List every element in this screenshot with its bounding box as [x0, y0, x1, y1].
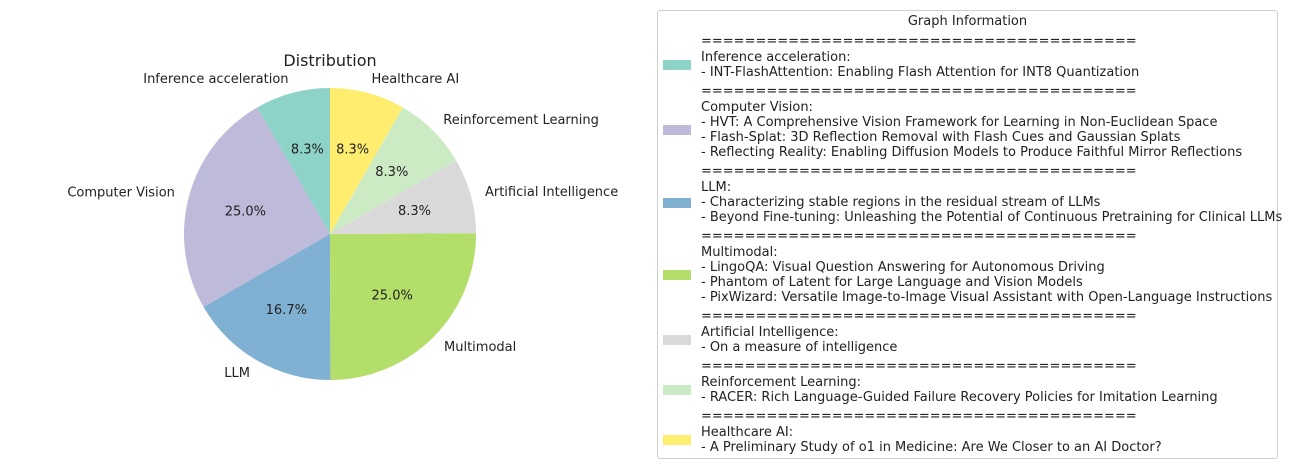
legend-swatch: [663, 270, 691, 280]
slice-category-label: Multimodal: [444, 340, 516, 355]
legend-separator: ========================================: [701, 409, 1137, 424]
legend-paper-title: - RACER: Rich Language-Guided Failure Re…: [701, 390, 1218, 405]
legend-category-name: Computer Vision:: [701, 100, 813, 115]
legend-swatch: [663, 335, 691, 345]
pie-labels: 8.3% Inference acceleration 25.0% Computer …: [67, 72, 618, 381]
slice-category-label: Inference acceleration: [143, 72, 288, 87]
legend-paper-title: - INT-FlashAttention: Enabling Flash Att…: [701, 65, 1140, 80]
pie-slice: [203, 234, 331, 380]
legend-paper-title: - HVT: A Comprehensive Vision Framework …: [701, 115, 1218, 130]
legend-swatch: [663, 197, 691, 208]
legend-paper-title: - A Preliminary Study of o1 in Medicine:…: [701, 440, 1162, 455]
legend-swatch: [663, 60, 691, 70]
slice-percent-label: 8.3%: [375, 165, 408, 180]
legend-paper-title: - Characterizing stable regions in the r…: [701, 195, 1101, 210]
pie-slice: [330, 160, 476, 234]
slice-category-label: Healthcare AI: [371, 72, 459, 87]
legend-separator: ========================================: [701, 309, 1137, 324]
pie-slice: [330, 88, 403, 234]
slice-percent-label: 8.3%: [336, 142, 369, 157]
slice-category-label: Reinforcement Learning: [443, 113, 599, 128]
chart-title: Distribution: [283, 51, 376, 70]
legend-paper-title: - On a measure of intelligence: [701, 340, 898, 355]
pie-slice: [330, 233, 476, 380]
slice-percent-label: 25.0%: [372, 289, 413, 304]
legend-title: Graph Information: [907, 14, 1028, 29]
legend-category-name: Reinforcement Learning:: [701, 375, 861, 390]
legend-category-name: Inference acceleration:: [701, 50, 851, 65]
legend-paper-title: - Reflecting Reality: Enabling Diffusion…: [701, 145, 1243, 160]
legend-separator: ========================================: [701, 359, 1137, 374]
legend-swatch: [663, 125, 691, 135]
legend: Graph Information ======================…: [657, 10, 1282, 459]
legend-paper-title: - PixWizard: Versatile Image-to-Image Vi…: [701, 290, 1273, 305]
slice-percent-label: 25.0%: [225, 204, 266, 219]
slice-category-label: Computer Vision: [67, 185, 175, 200]
slice-category-label: Artificial Intelligence: [485, 185, 618, 200]
pie-chart: Distribution 8.3% Inference acceleration 2…: [67, 51, 618, 381]
slice-percent-label: 8.3%: [291, 142, 324, 157]
slice-percent-label: 16.7%: [266, 303, 307, 318]
legend-paper-title: - Beyond Fine-tuning: Unleashing the Pot…: [701, 210, 1283, 225]
pie-slice: [184, 107, 330, 307]
legend-separator: ========================================: [701, 84, 1137, 99]
pie-slice: [257, 88, 330, 234]
legend-category-name: Multimodal:: [701, 245, 778, 260]
pie-slices: [184, 88, 476, 380]
legend-category-name: Artificial Intelligence:: [701, 325, 839, 340]
legend-paper-title: - Phantom of Latent for Large Language a…: [701, 275, 1083, 290]
legend-paper-title: - LingoQA: Visual Question Answering for…: [701, 260, 1105, 275]
slice-category-label: LLM: [224, 366, 250, 381]
legend-separator: ========================================: [701, 34, 1137, 49]
slice-percent-label: 8.3%: [398, 204, 431, 219]
legend-swatch: [663, 435, 691, 445]
legend-category-name: Healthcare AI:: [701, 425, 794, 440]
pie-slice: [330, 107, 457, 234]
legend-paper-title: - Flash-Splat: 3D Reflection Removal wit…: [701, 130, 1181, 145]
legend-category-name: LLM:: [701, 180, 732, 195]
legend-separator: ========================================: [701, 229, 1137, 244]
legend-separator: ========================================: [701, 164, 1137, 179]
legend-swatch: [663, 385, 691, 395]
